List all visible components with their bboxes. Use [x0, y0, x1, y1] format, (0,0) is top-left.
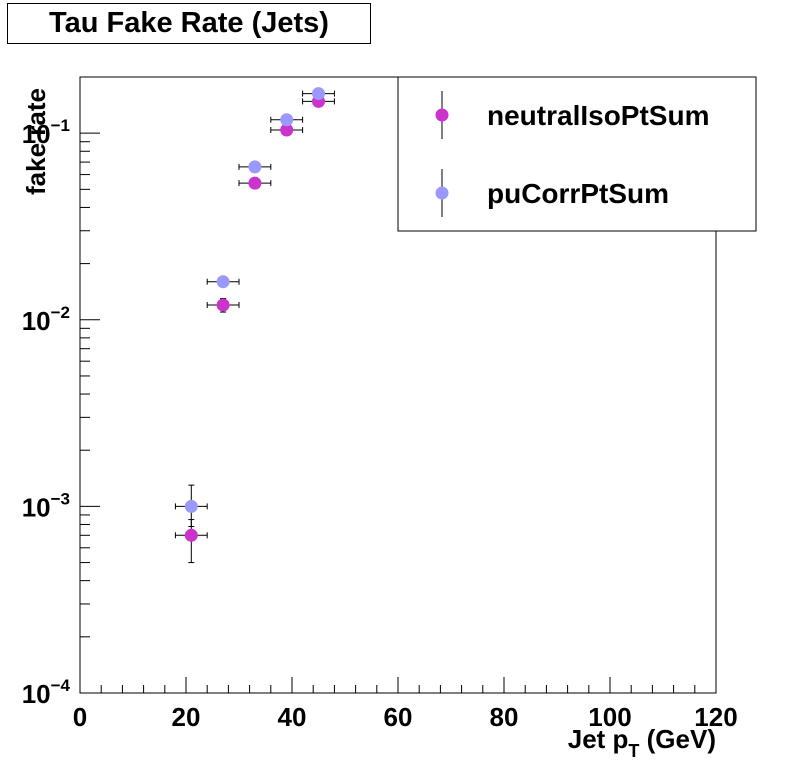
legend-entry-neutralisoptsum: neutralIsoPtSum [435, 91, 709, 139]
y-tick-label: 10−3 [22, 489, 70, 522]
marker [248, 160, 262, 174]
legend-marker [435, 186, 449, 200]
data-point-pucorrptsum [238, 160, 272, 174]
legend-box [397, 76, 757, 232]
y-tick-label: 10−2 [22, 303, 70, 336]
data-point-pucorrptsum [206, 275, 240, 289]
data-point-neutralisoptsum [270, 123, 304, 137]
marker [280, 113, 294, 127]
y-tick-label: 10−1 [22, 116, 70, 149]
legend-entry-pucorrptsum: puCorrPtSum [435, 169, 669, 217]
title-box: Tau Fake Rate (Jets) [7, 3, 371, 44]
marker [280, 123, 294, 137]
marker [184, 528, 198, 542]
x-tick-label: 40 [278, 702, 307, 732]
x-tick-label: 20 [172, 702, 201, 732]
x-tick-label: 120 [694, 702, 737, 732]
chart-title: Tau Fake Rate (Jets) [49, 7, 329, 39]
legend: neutralIsoPtSum puCorrPtSum [397, 76, 757, 232]
data-point-pucorrptsum [174, 484, 208, 528]
data-point-neutralisoptsum [238, 176, 272, 190]
data-point-neutralisoptsum [206, 298, 240, 313]
legend-marker [435, 108, 449, 122]
data-point-pucorrptsum [270, 113, 304, 127]
x-tick-label: 0 [73, 702, 87, 732]
marker [312, 87, 325, 101]
x-tick-label: 80 [490, 702, 519, 732]
x-tick-label: 100 [588, 702, 631, 732]
y-axis-title: fake rate [21, 88, 51, 195]
axes-group: 0 20 40 60 80 100 120 10−4 10−3 10−2 10−1 [22, 116, 738, 732]
legend-label: puCorrPtSum [487, 178, 669, 209]
marker [248, 176, 262, 190]
marker [184, 499, 198, 513]
marker [216, 298, 230, 312]
data-points-group [174, 87, 335, 564]
legend-label: neutralIsoPtSum [487, 100, 709, 131]
data-point-pucorrptsum [302, 87, 335, 101]
y-tick-label: 10−4 [22, 676, 71, 709]
data-point-neutralisoptsum [174, 519, 208, 564]
x-axis-title: Jet pT (GeV) [568, 724, 716, 761]
x-tick-label: 60 [384, 702, 413, 732]
marker [216, 275, 230, 289]
